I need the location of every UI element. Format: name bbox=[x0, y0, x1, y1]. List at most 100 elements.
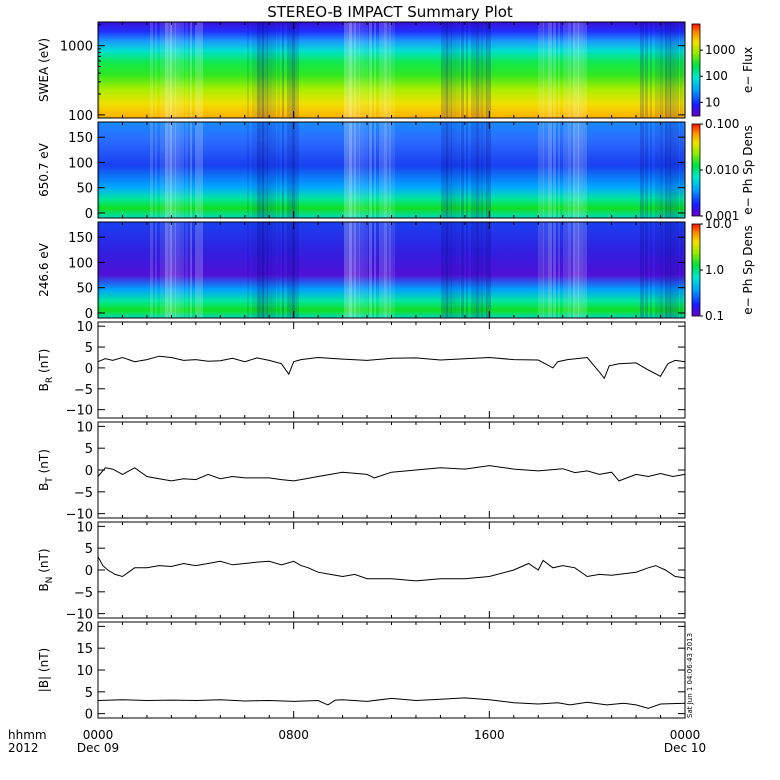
heatmap-streak bbox=[364, 22, 368, 118]
heatmap-streak bbox=[195, 222, 203, 318]
heatmap-streak bbox=[384, 22, 391, 118]
y-tick-label: 50 bbox=[76, 282, 93, 297]
x-tick-label: 0000 bbox=[670, 728, 701, 742]
y-tick-label: 100 bbox=[68, 156, 93, 171]
heatmap-streak bbox=[262, 222, 268, 318]
heatmap-streak bbox=[573, 22, 579, 118]
heatmap-streak bbox=[354, 222, 360, 318]
footer-hhmm: hhmm bbox=[8, 728, 47, 742]
heatmap-streak bbox=[456, 122, 460, 218]
heatmap-streak bbox=[481, 22, 487, 118]
heatmap-streak bbox=[538, 222, 544, 318]
heatmap-streak bbox=[471, 122, 479, 218]
heatmap-streak bbox=[180, 22, 184, 118]
x-tick-date-label: Dec 10 bbox=[664, 741, 706, 755]
heatmap-streak bbox=[257, 122, 264, 218]
heatmap-streak bbox=[98, 122, 100, 218]
heatmap-streak bbox=[344, 222, 352, 318]
y-tick-label: 0 bbox=[85, 207, 93, 222]
heatmap-streak bbox=[267, 22, 272, 118]
heatmap-streak bbox=[660, 222, 667, 318]
panel-frame bbox=[97, 321, 686, 419]
y-axis-label: |B| (nT) bbox=[37, 648, 51, 692]
heatmap-streak bbox=[344, 22, 352, 118]
panel-1: 10 100 1000 e− Flux 100 1000 SWEA (eV) bbox=[37, 21, 755, 124]
y-axis-label: BT (nT) bbox=[37, 449, 55, 491]
y-tick-label: 150 bbox=[68, 231, 93, 246]
heatmap-streak bbox=[277, 22, 280, 118]
heatmap-streak bbox=[262, 122, 268, 218]
heatmap-streak bbox=[665, 122, 671, 218]
heatmap-streak bbox=[548, 22, 552, 118]
colorbar-tick-label: 10.0 bbox=[705, 217, 732, 231]
heatmap-streak bbox=[563, 22, 571, 118]
heatmap-streak bbox=[553, 22, 556, 118]
heatmap-streak bbox=[175, 222, 180, 318]
heatmap-streak bbox=[354, 122, 360, 218]
heatmap-streak bbox=[665, 22, 671, 118]
heatmap-streak bbox=[349, 222, 356, 318]
y-tick-label: 5 bbox=[85, 442, 93, 457]
heatmap-streak bbox=[359, 22, 364, 118]
heatmap-streak bbox=[578, 22, 583, 118]
y-axis-label: 650.7 eV bbox=[37, 142, 51, 197]
colorbar-tick-label: 0.001 bbox=[705, 209, 739, 223]
heatmap-streak bbox=[252, 122, 260, 218]
heatmap-streak bbox=[379, 122, 387, 218]
heatmap-streak bbox=[441, 22, 448, 118]
y-axis-label: BR (nT) bbox=[37, 349, 55, 392]
heatmap-streak bbox=[292, 22, 299, 118]
heatmap-streak bbox=[150, 222, 153, 318]
heatmap-streak bbox=[195, 122, 203, 218]
y-axis-label: SWEA (eV) bbox=[37, 38, 51, 102]
heatmap-streak bbox=[180, 222, 184, 318]
timestamp: Sat Jun 1 04:06:43 2013 bbox=[686, 633, 694, 718]
heatmap-streak bbox=[165, 22, 172, 118]
heatmap-streak bbox=[558, 222, 560, 318]
heatmap-streak bbox=[180, 122, 184, 218]
heatmap-streak bbox=[680, 22, 683, 118]
y-tick-label: −5 bbox=[74, 383, 93, 398]
heatmap-streak bbox=[451, 122, 456, 218]
heatmap-streak bbox=[252, 222, 260, 318]
heatmap-streak bbox=[548, 222, 552, 318]
heatmap-streak bbox=[660, 22, 667, 118]
heatmap-streak bbox=[486, 222, 491, 318]
heatmap-streak bbox=[160, 222, 168, 318]
y-tick-label: −5 bbox=[74, 486, 93, 501]
heatmap-streak bbox=[277, 122, 280, 218]
colorbar-label: e− Ph Sp Dens bbox=[741, 125, 755, 214]
heatmap-streak bbox=[364, 122, 368, 218]
heatmap-streak bbox=[553, 222, 556, 318]
heatmap-streak bbox=[287, 122, 295, 218]
heatmap-streak bbox=[441, 122, 448, 218]
heatmap-streak bbox=[185, 22, 188, 118]
heatmap-streak bbox=[583, 222, 587, 318]
heatmap-streak bbox=[573, 122, 579, 218]
heatmap-streak bbox=[175, 22, 180, 118]
y-tick-label: −10 bbox=[66, 608, 93, 623]
heatmap-streak bbox=[645, 22, 648, 118]
heatmap-streak bbox=[466, 222, 468, 318]
heatmap-streak bbox=[282, 222, 284, 318]
heatmap-streak bbox=[98, 22, 100, 118]
y-axis-label: BN (nT) bbox=[37, 548, 55, 591]
heatmap-streak bbox=[670, 222, 675, 318]
heatmap-streak bbox=[640, 222, 644, 318]
heatmap-fill bbox=[98, 122, 685, 218]
heatmap-streak bbox=[675, 22, 679, 118]
heatmap-streak bbox=[548, 122, 552, 218]
heatmap-streak bbox=[538, 122, 544, 218]
colorbar-tick-label: 0.010 bbox=[705, 163, 739, 177]
plot-title: STEREO-B IMPACT Summary Plot bbox=[267, 3, 513, 21]
x-tick-label: 0000 bbox=[83, 728, 114, 742]
y-tick-label: 5 bbox=[85, 686, 93, 701]
heatmap-streak bbox=[645, 122, 648, 218]
heatmap-streak bbox=[568, 222, 575, 318]
y-tick-label: 5 bbox=[85, 542, 93, 557]
heatmap-streak bbox=[292, 222, 299, 318]
panel-frame bbox=[97, 421, 686, 519]
heatmap-streak bbox=[374, 22, 376, 118]
heatmap-streak bbox=[389, 122, 395, 218]
heatmap-streak bbox=[170, 222, 176, 318]
